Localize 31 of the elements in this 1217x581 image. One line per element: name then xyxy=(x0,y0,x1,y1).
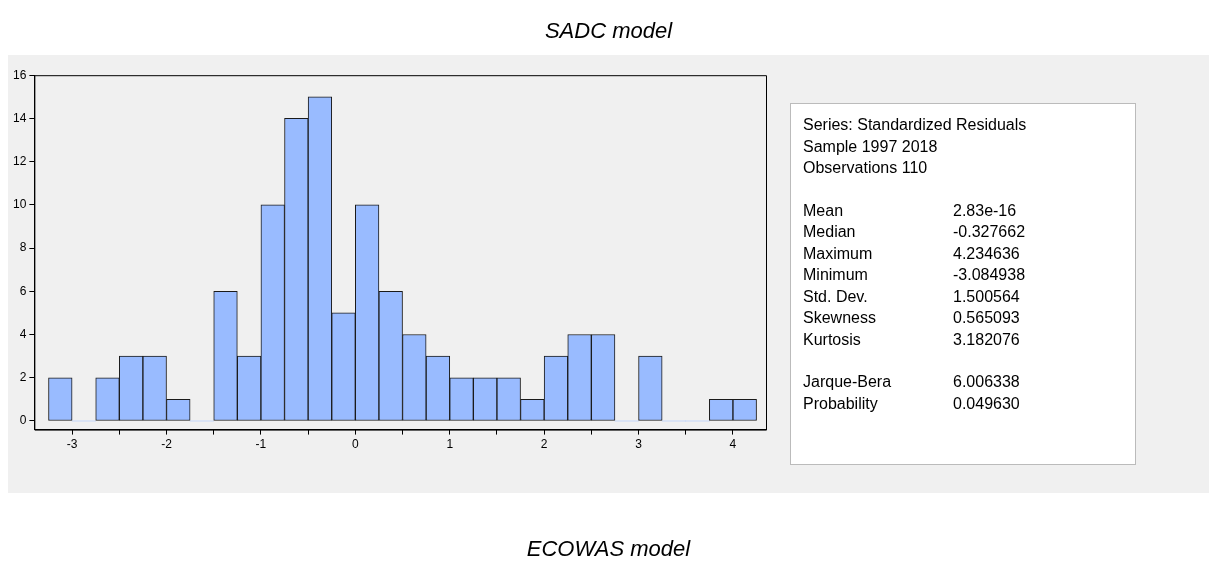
x-tick-label: 0 xyxy=(351,437,359,452)
chart-title: SADC model xyxy=(543,18,674,44)
y-tick-label: 6 xyxy=(19,283,27,298)
text: Skewness 0.565093 xyxy=(803,309,1020,326)
text: Maximum 4.234636 xyxy=(803,244,1020,262)
text: Probability 0.049630 xyxy=(803,394,1020,412)
x-tick-label: 1 xyxy=(446,437,454,452)
text: Std. Dev. 1.500564 xyxy=(803,287,1020,305)
text: Mean 2.83e-16 xyxy=(803,201,1017,219)
text: Jarque-Bera 6.006338 xyxy=(803,373,1020,390)
y-tick-label: 10 xyxy=(12,197,27,212)
x-tick-label: -2 xyxy=(161,437,173,452)
y-tick-label: 8 xyxy=(19,240,27,255)
y-tick-label: 14 xyxy=(12,110,27,125)
y-tick-label: 2 xyxy=(19,370,27,385)
text: Minimum -3.084938 xyxy=(803,266,1026,283)
y-tick-label: 12 xyxy=(12,153,27,168)
text: Median -0.327662 xyxy=(803,223,1026,240)
text: Kurtosis 3.182076 xyxy=(803,330,1020,348)
y-tick-label: 4 xyxy=(19,326,27,341)
x-tick-label: 2 xyxy=(540,437,548,452)
text: Series: Standardized Residuals xyxy=(803,115,1028,135)
text: ECOWAS model xyxy=(525,536,692,562)
y-tick-label: 0 xyxy=(19,413,27,428)
y-tick-label: 16 xyxy=(12,67,27,82)
x-tick-label: 3 xyxy=(635,437,643,452)
x-tick-label: -1 xyxy=(255,437,267,452)
text: Sample 1997 2018 xyxy=(803,136,939,157)
x-tick-label: -3 xyxy=(66,437,78,452)
text: Observations 110 xyxy=(803,158,929,178)
x-tick-label: 4 xyxy=(729,437,737,452)
